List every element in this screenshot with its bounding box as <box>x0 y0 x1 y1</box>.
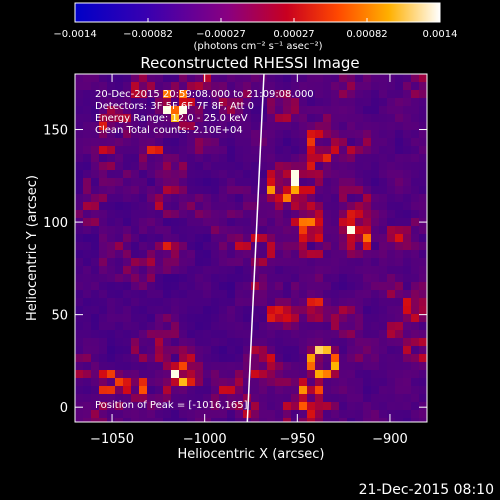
colorbar-tick-label: 0.00082 <box>346 29 387 40</box>
y-tick-label: 100 <box>43 216 68 231</box>
x-tick-label: −950 <box>279 432 315 447</box>
colorbar-tick-label: 0.00027 <box>273 29 314 40</box>
y-tick-label: 150 <box>43 124 68 139</box>
annotation-line: Clean Total counts: 2.10E+04 <box>95 125 243 136</box>
colorbar <box>74 2 441 23</box>
annotation-line: Detectors: 3F 5F 6F 7F 8F, Att 0 <box>95 101 254 112</box>
solar-limb-line <box>246 73 265 423</box>
colorbar-tick-label: −0.00082 <box>123 29 173 40</box>
heatmap-image <box>75 74 427 422</box>
annotation-block: 20-Dec-2015 20:59:08.000 to 21:09:08.000… <box>95 89 314 136</box>
colorbar-tick-label: −0.00027 <box>196 29 246 40</box>
annotation-line: 20-Dec-2015 20:59:08.000 to 21:09:08.000 <box>95 89 314 100</box>
annotation-line: Energy Range: 12.0 - 25.0 keV <box>95 113 248 124</box>
colorbar-tick-label: 0.0014 <box>423 29 458 40</box>
y-axis-label: Heliocentric Y (arcsec) <box>25 175 40 321</box>
colorbar-unit-label: (photons cm⁻² s⁻¹ asec⁻²) <box>193 41 322 52</box>
x-tick-label: −1000 <box>183 432 227 447</box>
peak-position-label: Position of Peak = [-1016,165] <box>95 400 248 411</box>
colorbar-ticks: −0.0014 −0.00082 −0.00027 0.00027 0.00082 0.0… <box>53 18 458 40</box>
plot-frame <box>74 73 428 423</box>
y-tick-label: 0 <box>60 401 68 416</box>
chart-title: Reconstructed RHESSI Image <box>140 54 359 72</box>
colorbar-tick-label: −0.0014 <box>53 29 96 40</box>
axis-ticks: −1050 −1000 −950 −900 0 50 100 150 <box>43 74 427 447</box>
x-tick-label: −1050 <box>90 432 134 447</box>
x-tick-label: −900 <box>372 432 408 447</box>
y-tick-label: 50 <box>51 309 68 324</box>
x-axis-label: Heliocentric X (arcsec) <box>178 447 325 462</box>
footer-timestamp: 21-Dec-2015 08:10 <box>359 482 494 498</box>
